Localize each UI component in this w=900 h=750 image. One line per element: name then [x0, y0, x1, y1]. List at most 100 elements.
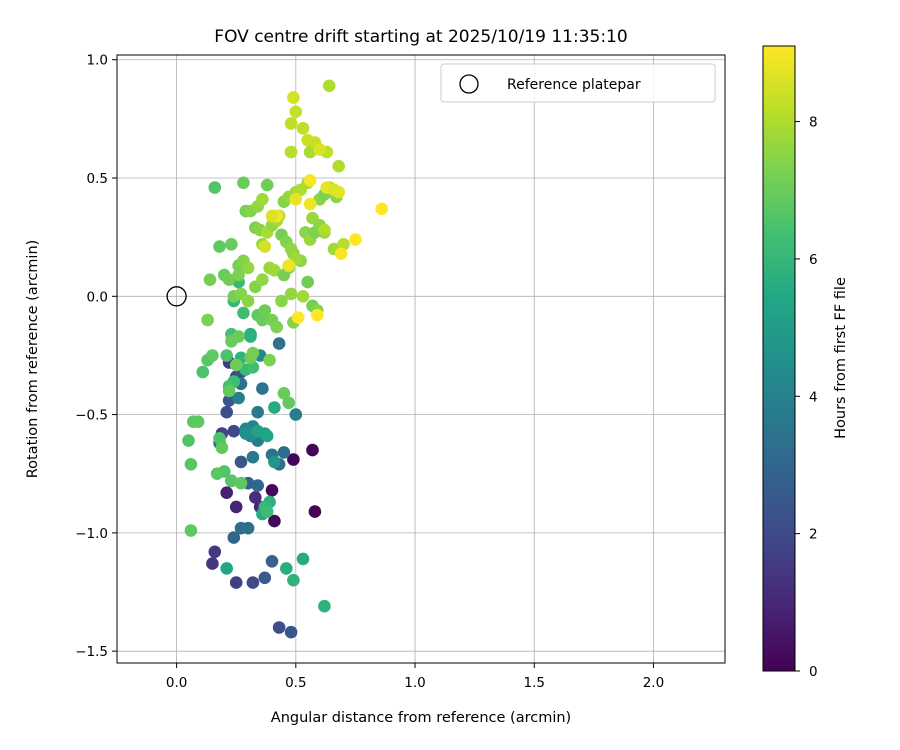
data-point-80: [184, 458, 198, 471]
data-point-21: [227, 424, 241, 438]
x-tick-label-0: 0.0: [166, 675, 187, 691]
x-tick-label-3: 1.5: [524, 675, 545, 691]
y-axis-ticks: −1.5 −1.0 −0.5 0.0 0.5 1.0: [75, 53, 117, 660]
colorbar: 0 2 4 6 8 Hours from first FF file: [762, 45, 849, 680]
data-point-47: [239, 427, 253, 440]
data-point-91: [232, 330, 245, 343]
data-point-56: [220, 562, 233, 575]
data-point-123: [213, 240, 226, 253]
data-point-14: [284, 625, 298, 639]
data-point-175: [318, 223, 331, 237]
data-point-71: [244, 330, 257, 343]
data-point-10: [208, 545, 222, 559]
x-tick-label-4: 2.0: [643, 675, 664, 691]
data-point-55: [260, 505, 274, 518]
chart-title: FOV centre drift starting at 2025/10/19 …: [214, 27, 627, 47]
data-point-190: [258, 240, 272, 253]
data-point-147: [256, 193, 269, 206]
data-point-189: [265, 209, 279, 223]
data-point-110: [241, 294, 255, 308]
data-point-9: [206, 557, 219, 570]
y-tick-label-0: −1.5: [75, 644, 108, 660]
data-point-99: [270, 320, 284, 334]
data-point-41: [251, 405, 264, 419]
data-point-76: [225, 474, 238, 488]
data-point-93: [246, 346, 260, 360]
data-point-184: [282, 259, 296, 272]
data-point-81: [184, 524, 198, 537]
grid: [117, 55, 725, 663]
data-point-179: [334, 247, 348, 260]
data-point-136: [284, 242, 298, 256]
legend-entry-reference: Reference platepar: [507, 77, 641, 93]
data-point-42: [256, 382, 269, 395]
data-point-180: [349, 233, 362, 246]
data-point-16: [265, 555, 279, 568]
data-point-22: [220, 405, 233, 419]
data-point-104: [203, 273, 217, 287]
data-point-122: [208, 181, 222, 194]
data-point-124: [225, 238, 238, 251]
data-point-90: [229, 358, 243, 372]
data-point-8: [249, 491, 262, 504]
data-point-61: [268, 401, 281, 414]
data-point-15: [258, 571, 272, 585]
data-point-173: [322, 79, 336, 93]
data-point-87: [215, 441, 229, 455]
data-point-192: [284, 287, 298, 301]
x-axis-ticks: 0.0 0.5 1.0 1.5 2.0: [166, 663, 664, 691]
data-point-182: [303, 197, 317, 211]
data-point-50: [268, 455, 281, 469]
colorbar-tick-label-3: 6: [809, 252, 818, 268]
data-point-38: [232, 391, 245, 405]
y-tick-label-3: 0.0: [87, 289, 108, 305]
data-point-58: [287, 573, 300, 587]
data-point-0: [287, 453, 300, 466]
data-point-156: [306, 211, 319, 225]
data-point-127: [241, 261, 255, 275]
data-point-12: [246, 576, 260, 589]
data-point-167: [289, 105, 303, 119]
data-point-44: [289, 408, 303, 421]
y-tick-label-5: 1.0: [87, 53, 108, 69]
data-point-181: [303, 174, 317, 187]
x-tick-label-1: 0.5: [285, 675, 306, 691]
data-point-2: [308, 505, 322, 518]
data-point-193: [296, 290, 310, 303]
data-point-169: [296, 122, 310, 135]
data-point-27: [251, 479, 264, 492]
data-point-23: [222, 394, 236, 407]
data-point-161: [332, 159, 346, 173]
data-point-66: [246, 361, 260, 374]
colorbar-tick-label-1: 2: [809, 527, 818, 543]
data-point-5: [220, 486, 233, 500]
data-point-94: [263, 353, 276, 367]
data-point-101: [282, 396, 296, 410]
data-point-108: [232, 268, 245, 282]
data-point-183: [289, 193, 303, 206]
data-point-119: [301, 275, 315, 289]
data-point-186: [311, 308, 324, 322]
data-point-106: [222, 273, 236, 287]
x-axis-label: Angular distance from reference (arcmin): [271, 710, 571, 726]
y-tick-label-4: 0.5: [87, 171, 108, 187]
data-point-59: [296, 552, 310, 566]
colorbar-tick-label-0: 0: [809, 664, 818, 680]
data-point-88: [222, 384, 236, 398]
data-point-29: [277, 446, 291, 459]
data-point-100: [277, 387, 291, 400]
data-point-17: [227, 531, 241, 544]
data-point-60: [318, 599, 331, 613]
data-points: [166, 79, 389, 639]
data-point-1: [306, 443, 319, 457]
data-point-148: [260, 178, 274, 192]
data-point-49: [251, 424, 264, 438]
legend: Reference platepar: [440, 63, 716, 103]
data-point-86: [206, 349, 219, 362]
data-point-174: [313, 143, 327, 156]
data-point-143: [237, 176, 250, 190]
data-point-185: [291, 311, 305, 324]
data-point-97: [258, 304, 272, 317]
data-point-51: [260, 429, 274, 443]
